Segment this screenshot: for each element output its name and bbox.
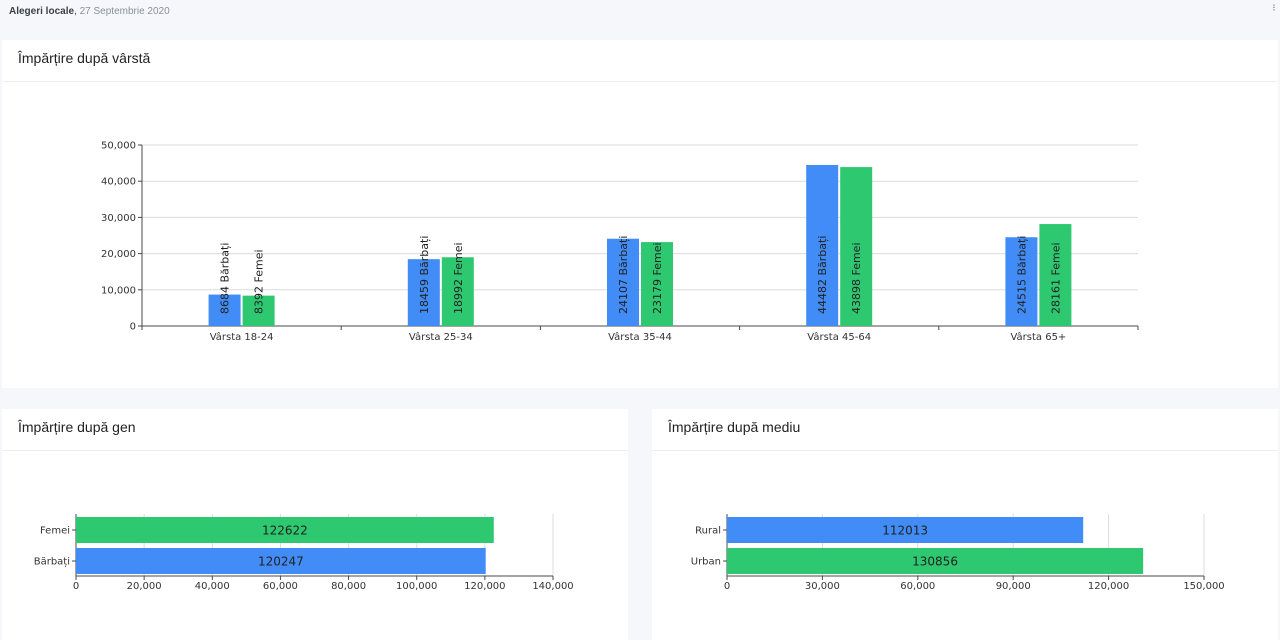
x-tick-label: Vârsta 65+ (1010, 331, 1066, 343)
breadcrumb: Alegeri locale, 27 Septembrie 2020 (9, 6, 170, 17)
bar (727, 548, 1144, 574)
x-tick-label: Vârsta 18-24 (210, 331, 274, 343)
male-bar (407, 259, 440, 326)
age-chart-card: Împărțire după vârstă 0 10,000 20,000 30,00… (2, 40, 1278, 388)
data-label: 43898 Femei (850, 242, 863, 314)
female-bar (441, 257, 474, 326)
y-tick-label: Femei (40, 526, 70, 537)
election-date: 27 Septembrie 2020 (79, 6, 170, 17)
x-tick-label: 0 (73, 581, 79, 592)
y-tick-label: 50,000 (101, 141, 136, 152)
x-tick-label: Vârsta 45-64 (807, 331, 871, 343)
card-divider (2, 450, 628, 451)
environment-chart-card: Împărțire după mediu 0 30,000 60,000 90,000… (652, 409, 1278, 640)
y-tick-label: 30,000 (101, 213, 136, 224)
male-bar (607, 238, 639, 326)
x-tick-label: 120,000 (464, 581, 505, 592)
x-tick-label: 90,000 (996, 581, 1031, 592)
environment-chart-title: Împărțire după mediu (668, 419, 801, 435)
app-title: Alegeri locale (9, 6, 75, 17)
y-tick-label: 20,000 (101, 249, 136, 260)
x-tick-label: Vârsta 35-44 (608, 331, 672, 343)
x-tick-label: 60,000 (900, 581, 935, 592)
gender-chart-card: Împărțire după gen 0 20,000 40,000 60,000 80… (2, 409, 628, 640)
gender-chart: 0 20,000 40,000 60,000 80,000 100,000 120,000 1… (34, 514, 574, 592)
data-label: 23179 Femei (651, 242, 664, 314)
x-tick-label: 120,000 (1088, 581, 1129, 592)
y-tick-label: Bărbați (34, 557, 70, 568)
x-tick-label: 80,000 (331, 581, 366, 592)
environment-chart: 0 30,000 60,000 90,000 120,000 150,000 Rural 11… (691, 514, 1225, 592)
data-label: 24515 Bărbați (1015, 236, 1028, 314)
x-tick-label: 40,000 (195, 581, 230, 592)
x-tick-label: 150,000 (1183, 581, 1224, 592)
data-label: 18459 Bărbați (418, 236, 431, 314)
data-label: 44482 Bărbați (816, 236, 829, 314)
data-label: 28161 Femei (1049, 242, 1062, 314)
data-label: 130856 (912, 555, 958, 569)
gender-chart-title: Împărțire după gen (18, 419, 136, 435)
x-tick-label: 20,000 (127, 581, 162, 592)
female-bar (1039, 224, 1072, 326)
y-tick-label: 40,000 (101, 177, 136, 188)
data-label: 18992 Femei (452, 242, 465, 314)
male-bar (806, 164, 839, 326)
data-label: 120247 (258, 555, 304, 569)
x-tick-label: 30,000 (805, 581, 840, 592)
data-label: 8392 Femei (253, 249, 266, 314)
data-label: 122622 (262, 524, 308, 538)
x-tick-label: 140,000 (532, 581, 573, 592)
female-bar (840, 167, 873, 326)
y-tick-label: Urban (691, 557, 721, 568)
bar (76, 548, 486, 574)
y-tick-label: Rural (695, 526, 721, 537)
x-tick-label: 60,000 (263, 581, 298, 592)
bar (76, 517, 494, 543)
data-label: 8684 Bărbați (219, 243, 232, 314)
y-tick-label: 10,000 (101, 285, 136, 296)
female-bar (641, 242, 673, 326)
female-bar (242, 295, 275, 326)
card-divider (652, 450, 1278, 451)
x-tick-label: Vârsta 25-34 (409, 331, 473, 343)
age-chart: 0 10,000 20,000 30,000 40,000 50,000 Vârsta 18… (101, 141, 1139, 343)
male-bar (1005, 237, 1038, 326)
data-label: 24107 Bărbați (617, 236, 630, 314)
bar (727, 517, 1084, 543)
age-chart-title: Împărțire după vârstă (18, 50, 151, 66)
x-tick-label: 0 (724, 581, 730, 592)
top-bar: Alegeri locale, 27 Septembrie 2020 ⁝ (0, 0, 1280, 24)
card-divider (2, 81, 1278, 82)
y-tick-label: 0 (130, 322, 136, 333)
data-label: 112013 (882, 524, 928, 538)
fullscreen-icon[interactable]: ⁝ (1272, 3, 1276, 14)
male-bar (208, 294, 241, 326)
x-tick-label: 100,000 (396, 581, 437, 592)
